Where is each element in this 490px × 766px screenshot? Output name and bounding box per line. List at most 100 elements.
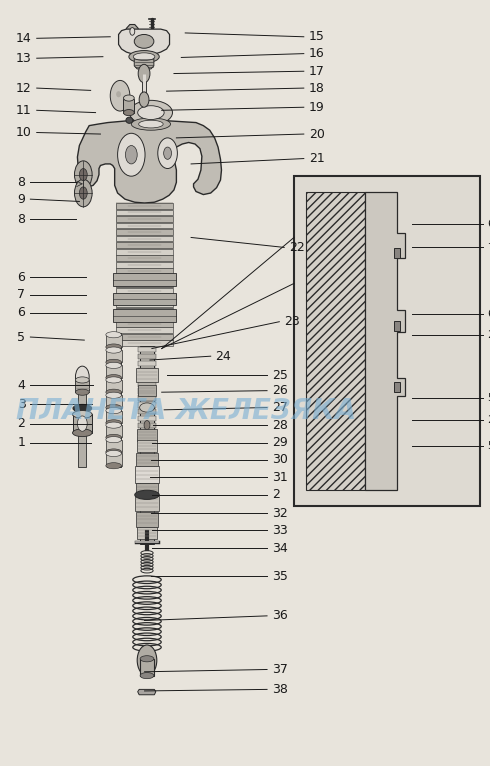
Ellipse shape xyxy=(73,429,92,437)
Bar xyxy=(117,301,172,307)
Bar xyxy=(113,293,176,305)
Ellipse shape xyxy=(106,422,122,428)
Text: 24: 24 xyxy=(216,350,231,362)
Bar xyxy=(138,354,156,359)
Text: 1: 1 xyxy=(18,437,25,449)
Bar xyxy=(117,210,172,215)
Circle shape xyxy=(74,161,92,188)
Bar xyxy=(136,512,158,527)
Ellipse shape xyxy=(106,449,122,455)
Text: ПЛАНЕТА ЖЕЛЕЗЯКА: ПЛАНЕТА ЖЕЛЕЗЯКА xyxy=(16,398,356,425)
Text: 12: 12 xyxy=(16,82,32,94)
Text: 20: 20 xyxy=(309,128,324,140)
Bar xyxy=(138,368,156,373)
Bar xyxy=(138,388,156,394)
Ellipse shape xyxy=(116,91,121,97)
Ellipse shape xyxy=(129,51,159,63)
Bar xyxy=(117,268,172,274)
Bar xyxy=(117,314,172,320)
Bar xyxy=(107,333,121,467)
Bar xyxy=(117,249,172,254)
Text: 22: 22 xyxy=(289,241,305,254)
Bar xyxy=(138,437,156,442)
Text: 3: 3 xyxy=(18,398,25,411)
Ellipse shape xyxy=(106,434,122,440)
Bar xyxy=(106,380,122,392)
Text: 17: 17 xyxy=(309,65,324,77)
Bar xyxy=(106,425,122,437)
Bar xyxy=(140,659,154,676)
Bar xyxy=(117,202,172,346)
Bar xyxy=(135,466,159,483)
Ellipse shape xyxy=(130,28,135,35)
Bar xyxy=(117,236,172,241)
Ellipse shape xyxy=(106,347,122,353)
Ellipse shape xyxy=(106,420,122,426)
Circle shape xyxy=(118,133,145,176)
Ellipse shape xyxy=(106,408,122,414)
Bar xyxy=(117,295,172,300)
Ellipse shape xyxy=(106,344,122,350)
Bar xyxy=(137,527,157,539)
Ellipse shape xyxy=(106,332,122,338)
Bar xyxy=(117,223,172,228)
Circle shape xyxy=(158,138,177,169)
Bar xyxy=(78,391,86,467)
Text: 25: 25 xyxy=(272,369,288,381)
Bar xyxy=(117,242,172,248)
Text: 26: 26 xyxy=(272,385,288,397)
Circle shape xyxy=(77,416,87,431)
Circle shape xyxy=(138,64,150,83)
Bar xyxy=(393,321,400,331)
Bar xyxy=(106,440,122,452)
Ellipse shape xyxy=(123,95,134,101)
Bar xyxy=(138,402,156,408)
Text: 6: 6 xyxy=(18,271,25,283)
Text: 13: 13 xyxy=(16,52,32,64)
Bar xyxy=(117,327,172,333)
Ellipse shape xyxy=(106,359,122,365)
Bar xyxy=(117,308,172,313)
Bar xyxy=(117,282,172,287)
Text: 15: 15 xyxy=(309,31,324,43)
Text: 19: 19 xyxy=(309,101,324,113)
Text: 2: 2 xyxy=(18,417,25,430)
Bar xyxy=(138,409,156,414)
Circle shape xyxy=(144,421,150,430)
Text: 34: 34 xyxy=(272,542,288,555)
Polygon shape xyxy=(365,192,405,490)
Ellipse shape xyxy=(106,362,122,368)
Text: 9: 9 xyxy=(18,193,25,205)
Ellipse shape xyxy=(140,656,154,662)
Circle shape xyxy=(125,146,137,164)
Bar xyxy=(113,273,176,286)
Text: 38: 38 xyxy=(272,683,288,696)
Bar xyxy=(135,496,159,511)
Bar xyxy=(138,347,156,352)
Text: 5: 5 xyxy=(18,331,25,343)
Bar xyxy=(73,414,92,433)
Text: 36: 36 xyxy=(272,610,288,622)
Ellipse shape xyxy=(139,120,163,128)
Text: 30: 30 xyxy=(272,453,288,466)
Bar xyxy=(106,365,122,378)
Bar xyxy=(393,382,400,392)
Text: 7: 7 xyxy=(18,289,25,301)
Text: 27: 27 xyxy=(272,401,288,414)
Ellipse shape xyxy=(106,404,122,411)
Text: 35: 35 xyxy=(272,570,288,582)
Bar xyxy=(138,416,156,421)
Bar xyxy=(138,430,156,435)
Bar xyxy=(106,335,122,347)
Text: 23(23*): 23(23*) xyxy=(488,414,490,425)
Polygon shape xyxy=(306,192,365,490)
Ellipse shape xyxy=(106,377,122,383)
Bar xyxy=(106,411,122,423)
Bar xyxy=(117,255,172,261)
Text: 8: 8 xyxy=(18,176,25,188)
Ellipse shape xyxy=(106,392,122,398)
Bar xyxy=(138,381,156,387)
Circle shape xyxy=(75,366,89,388)
Ellipse shape xyxy=(135,490,159,499)
Text: 2: 2 xyxy=(272,489,280,501)
